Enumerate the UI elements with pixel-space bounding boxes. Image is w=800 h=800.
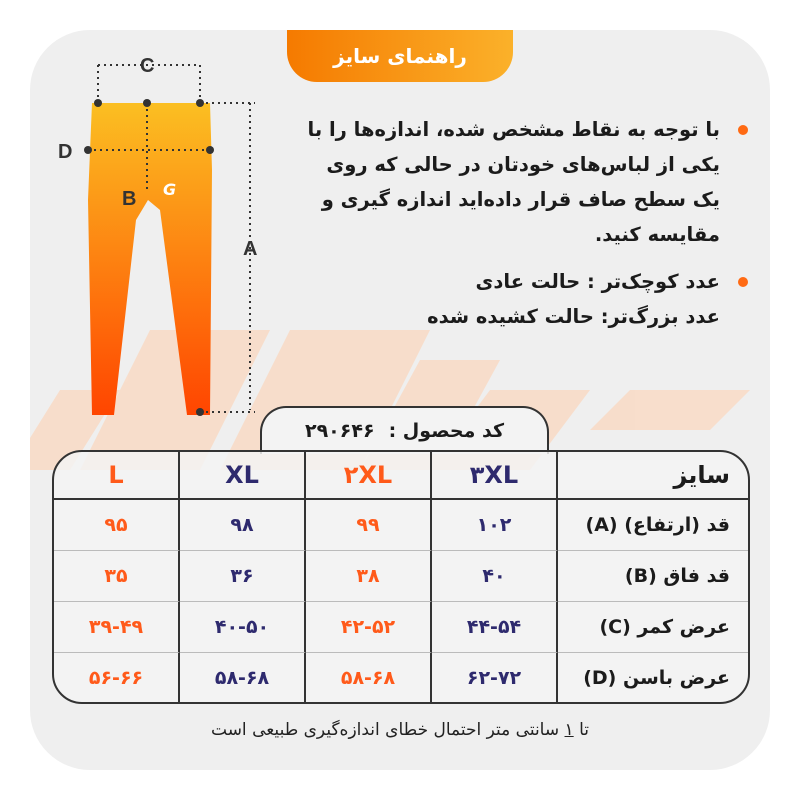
size-l: L: [54, 452, 180, 500]
larger-note: عدد بزرگ‌تر: حالت کشیده شده: [427, 305, 720, 328]
cell: ۴۲-۵۲: [306, 602, 432, 653]
label-c: C: [140, 55, 154, 77]
table-header-row: L XL ۲XL ۳XL سایز: [54, 452, 748, 500]
cell: ۵۶-۶۶: [54, 653, 180, 702]
product-code-label: کد محصول :: [388, 420, 505, 442]
pants-shape: [88, 103, 212, 415]
cell: ۹۹: [306, 500, 432, 551]
footer-prefix: تا: [579, 720, 589, 740]
row-label: عرض باسن (D): [583, 666, 730, 689]
row-label: قد فاق (B): [558, 551, 748, 602]
cell: ۳۸: [306, 551, 432, 602]
cell: ۴۰: [432, 551, 558, 602]
instructions: با توجه به نقاط مشخص شده، اندازه‌ها را ب…: [298, 112, 748, 346]
cell: ۴۰-۵۰: [180, 602, 306, 653]
cell: ۱۰۲: [432, 500, 558, 551]
cell: ۵۸-۶۸: [306, 653, 432, 702]
cell: ۳۹-۴۹: [54, 602, 180, 653]
table-row: ۳۵ ۳۶ ۳۸ ۴۰ قد فاق (B): [54, 551, 748, 602]
cell: ۹۵: [54, 500, 180, 551]
size-header-label: سایز: [558, 452, 748, 500]
size-xl: XL: [180, 452, 306, 500]
size-2xl: ۲XL: [306, 452, 432, 500]
footer-number: ۱: [564, 720, 574, 740]
size-table: L XL ۲XL ۳XL سایز ۹۵ ۹۸ ۹۹ ۱۰۲ قد (ارتفا…: [52, 450, 750, 704]
label-d: D: [58, 141, 72, 163]
cell: ۹۸: [180, 500, 306, 551]
cell: ۶۲-۷۲: [432, 653, 558, 702]
footer-suffix: سانتی متر احتمال خطای اندازه‌گیری طبیعی …: [211, 720, 560, 740]
cell: ۴۴-۵۴: [432, 602, 558, 653]
bullet-icon: [738, 125, 748, 135]
row-label: قد (ارتفاع) (A): [558, 500, 748, 551]
footer-note: تا ۱ سانتی متر احتمال خطای اندازه‌گیری ط…: [0, 720, 800, 740]
cell: ۳۵: [54, 551, 180, 602]
instruction-text: با توجه به نقاط مشخص شده، اندازه‌ها را ب…: [307, 118, 720, 246]
label-b: B: [122, 188, 136, 210]
smaller-note: عدد کوچک‌تر : حالت عادی: [475, 270, 720, 293]
product-code-value: ۲۹۰۶۴۶: [304, 420, 375, 442]
bullet-icon: [738, 277, 748, 287]
table-row: ۵۶-۶۶ ۵۸-۶۸ ۵۸-۶۸ ۶۲-۷۲ عرض باسن (D): [54, 653, 748, 702]
size-guide-title: راهنمای سایز: [287, 30, 513, 82]
label-a: A: [243, 238, 257, 260]
cell: ۳۶: [180, 551, 306, 602]
table-row: ۳۹-۴۹ ۴۰-۵۰ ۴۲-۵۲ ۴۴-۵۴ عرض کمر (C): [54, 602, 748, 653]
size-3xl: ۳XL: [432, 452, 558, 500]
product-code: کد محصول : ۲۹۰۶۴۶: [260, 406, 549, 454]
cell: ۵۸-۶۸: [180, 653, 306, 702]
pants-diagram: C D B A G: [58, 55, 257, 416]
row-label: عرض کمر (C): [558, 602, 748, 653]
table-row: ۹۵ ۹۸ ۹۹ ۱۰۲ قد (ارتفاع) (A): [54, 500, 748, 551]
brand-logo: G: [163, 180, 176, 199]
